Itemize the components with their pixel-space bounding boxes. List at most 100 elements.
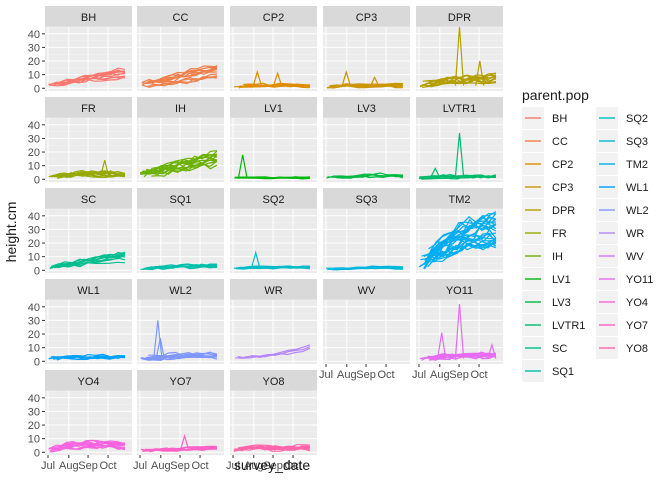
series-line: [419, 238, 497, 268]
facet-strip-label: IH: [175, 103, 186, 115]
series-line-spike: [370, 76, 380, 86]
facet-strip: [230, 97, 317, 118]
series-line-spike: [454, 304, 465, 359]
series-line: [150, 76, 218, 87]
y-tick-label: 40: [28, 393, 40, 405]
series-line: [48, 441, 126, 450]
legend-label: SQ1: [552, 366, 574, 378]
y-tick-label: 0: [34, 356, 40, 368]
legend-label: CC: [552, 136, 568, 148]
x-tick-label: Sep: [263, 460, 283, 472]
y-axis-title: height.cm: [3, 202, 19, 263]
legend-label: BH: [552, 113, 567, 125]
series-line-spike: [272, 71, 283, 86]
facet-strip-label: WL2: [169, 285, 192, 297]
facet-strip: [416, 6, 503, 27]
series-line-spike: [437, 332, 447, 359]
facet-strip: [323, 279, 410, 300]
facet-panel-wr: WR: [230, 279, 317, 364]
x-tick-label: Sep: [356, 369, 376, 381]
facet-panel-lv1: LV1: [230, 97, 317, 182]
legend-label: YO11: [626, 274, 653, 286]
facet-strip-label: LVTR1: [443, 103, 476, 115]
x-tick-label: Sep: [170, 460, 190, 472]
legend-label: LV1: [552, 274, 571, 286]
series-line: [237, 176, 310, 180]
facet-panel-lvtr1: LVTR1: [416, 97, 503, 182]
y-tick-label: 10: [28, 161, 40, 173]
facet-panel-ih: IH: [137, 97, 224, 182]
facet-strip: [230, 188, 317, 209]
facet-panel-yo11: YO11 Jul Aug Sep Oct: [412, 279, 503, 381]
legend-label: DPR: [552, 205, 575, 217]
series-line-spike: [153, 320, 163, 359]
y-tick-label: 30: [28, 224, 40, 236]
facet-strip-label: DPR: [448, 12, 471, 24]
series-line: [139, 157, 218, 174]
facet-strip-label: YO8: [262, 376, 284, 388]
series-line-spike: [179, 433, 190, 450]
series-line: [419, 74, 496, 88]
y-tick-label: 10: [28, 434, 40, 446]
facet-strip: [45, 370, 132, 391]
series-line: [430, 232, 497, 258]
y-tick-label: 40: [28, 302, 40, 314]
legend-label: WV: [626, 251, 644, 263]
series-line: [418, 175, 496, 180]
facet-panel-yo7: YO7 Jul Aug Sep Oct: [133, 370, 224, 472]
facet-strip: [45, 188, 132, 209]
facet-strip: [323, 188, 410, 209]
x-tick-label: Aug: [430, 369, 450, 381]
facet-strip-label: FR: [81, 103, 96, 115]
y-tick-label: 40: [28, 211, 40, 223]
series-line-spike: [454, 26, 465, 86]
facet-strip: [45, 97, 132, 118]
facet-strip-label: WV: [358, 285, 376, 297]
series-line: [329, 82, 403, 87]
series-line-spike: [155, 337, 165, 359]
y-tick-label: 20: [28, 420, 40, 432]
legend-label: SQ3: [626, 136, 648, 148]
series-line: [421, 351, 497, 361]
facet-strip-label: LV1: [264, 103, 283, 115]
x-tick-label: Oct: [99, 460, 116, 472]
series-line: [49, 253, 126, 269]
x-tick-label: Jul: [226, 460, 240, 472]
series-line-spike: [454, 132, 465, 177]
y-tick-label: 20: [28, 147, 40, 159]
y-tick-label: 10: [28, 343, 40, 355]
y-tick-label: 20: [28, 329, 40, 341]
y-tick-label: 10: [28, 70, 40, 82]
series-line: [241, 265, 310, 269]
facet-strip: [230, 6, 317, 27]
x-tick-label: Jul: [41, 460, 55, 472]
facet-strip-label: CP2: [263, 12, 284, 24]
y-tick-label: 30: [28, 133, 40, 145]
legend-label: IH: [552, 251, 563, 263]
y-tick-label: 10: [28, 252, 40, 264]
facet-strip: [45, 6, 132, 27]
x-tick-label: Oct: [191, 460, 208, 472]
series-line: [48, 443, 126, 450]
series-line: [336, 173, 403, 179]
y-tick-label: 0: [34, 447, 40, 459]
facet-strip-label: WR: [264, 285, 282, 297]
legend-label: LV3: [552, 297, 571, 309]
facet-panel-tm2: TM2: [416, 188, 503, 273]
facet-strip-label: WL1: [77, 285, 100, 297]
y-tick-label: 0: [34, 174, 40, 186]
x-tick-label: Jul: [412, 369, 426, 381]
facet-panel-sq1: SQ1: [137, 188, 224, 273]
series-line: [146, 73, 217, 85]
legend-label: YO8: [626, 343, 648, 355]
series-line-spike: [430, 167, 440, 177]
x-tick-label: Aug: [244, 460, 264, 472]
series-line: [424, 224, 497, 262]
facet-strip-label: LV3: [357, 103, 376, 115]
series-line: [233, 447, 311, 453]
facet-strip: [416, 97, 503, 118]
